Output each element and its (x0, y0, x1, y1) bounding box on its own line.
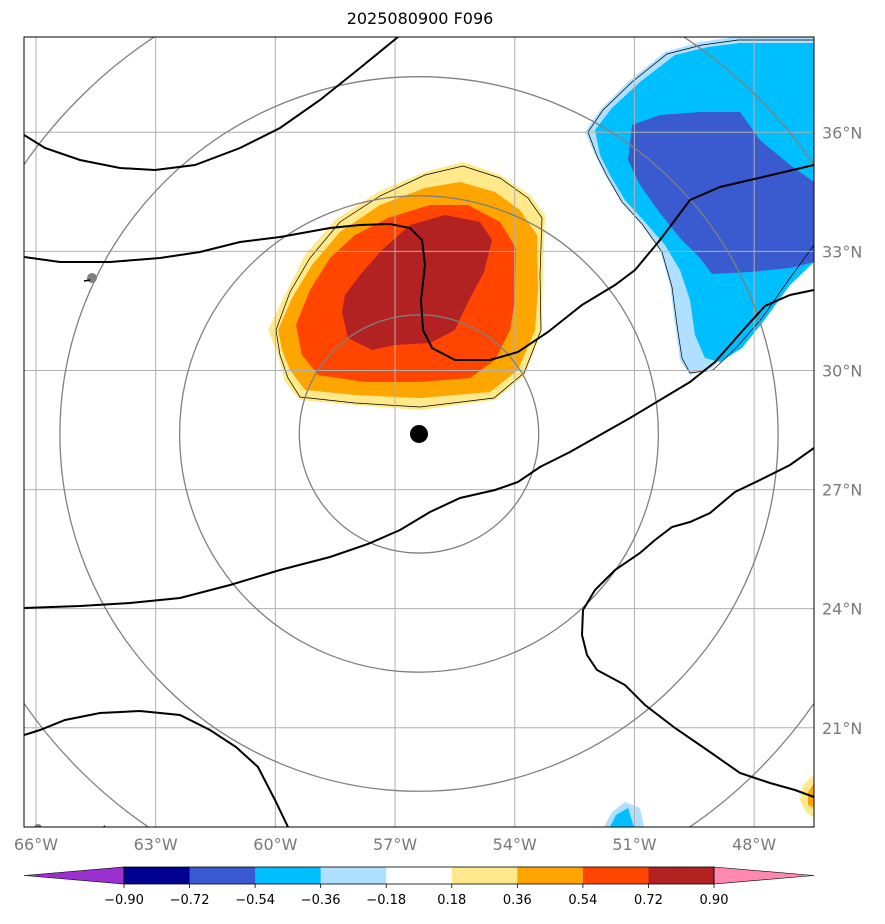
contour-lines (24, 37, 814, 827)
colorbar-level-label: −0.18 (366, 893, 406, 908)
storm-center-marker (410, 424, 428, 443)
range-ring (298, 314, 540, 554)
colorbar-extend-high (713, 866, 815, 885)
coast-mark-west (83, 279, 91, 282)
lat-tick-label: 24°N (822, 600, 862, 619)
coast-dot-southwest (34, 824, 42, 827)
anomaly-fill-plus-072 (342, 215, 492, 350)
colorbar-level-label: −0.72 (170, 893, 210, 908)
lon-tick-label: 48°W (732, 835, 776, 854)
contour-line-middle (24, 289, 814, 609)
plot-frame (23, 36, 815, 828)
colorbar-segment (255, 867, 322, 884)
colorbar-level-label: −0.54 (235, 893, 275, 908)
range-ring (59, 76, 779, 792)
contour-line-north (24, 37, 399, 172)
contour-line-upper (24, 164, 814, 361)
colorbar-segment (386, 867, 453, 884)
colorbar-segment (451, 867, 518, 884)
colorbar-extend-low (23, 866, 125, 885)
anomaly-outline-positive (275, 165, 543, 408)
lat-tick-label: 30°N (822, 361, 862, 380)
lat-tick-label: 21°N (822, 719, 862, 738)
colorbar (23, 866, 815, 888)
positive-anomaly-field (268, 162, 545, 410)
anomaly-fill-minus-054 (628, 112, 814, 274)
map-title: 2025080900 F096 (346, 9, 494, 28)
graticule (24, 37, 814, 827)
colorbar-level-label: 0.36 (503, 893, 532, 908)
colorbar-segment (320, 867, 387, 884)
latitude-labels: 36°N 33°N 30°N 27°N 24°N 21°N (822, 123, 862, 737)
colorbar-level-label: 0.18 (437, 893, 466, 908)
lat-tick-label: 36°N (822, 123, 862, 142)
colorbar-segment (189, 867, 256, 884)
anomaly-patch-south-core (610, 808, 634, 827)
lon-tick-label: 51°W (612, 835, 656, 854)
anomaly-outlines (275, 39, 814, 408)
colorbar-segment (648, 867, 715, 884)
colorbar-level-label: 0.54 (568, 893, 597, 908)
anomaly-outline-negative (587, 39, 814, 374)
lon-tick-label: 66°W (14, 835, 58, 854)
colorbar-level-label: −0.90 (104, 893, 144, 908)
anomaly-patch-se (800, 775, 814, 818)
longitude-labels: 66°W 63°W 60°W 57°W 54°W 51°W 48°W (14, 835, 777, 854)
lon-tick-label: 60°W (253, 835, 297, 854)
contour-line-southeast (580, 447, 814, 798)
colorbar-level-label: 0.72 (634, 893, 663, 908)
lon-tick-label: 63°W (134, 835, 178, 854)
colorbar-labels: −0.90 −0.72 −0.54 −0.36 −0.18 0.18 0.36 0.54 0.7… (104, 893, 728, 908)
colorbar-segment (517, 867, 584, 884)
lon-tick-label: 54°W (493, 835, 537, 854)
lat-tick-label: 27°N (822, 481, 862, 500)
negative-anomaly-field (585, 37, 814, 375)
colorbar-segment (124, 867, 191, 884)
colorbar-segment (582, 867, 649, 884)
lon-tick-label: 57°W (373, 835, 417, 854)
colorbar-level-label: 0.90 (700, 893, 729, 908)
contour-line-south (24, 709, 289, 827)
lat-tick-label: 33°N (822, 242, 862, 261)
colorbar-frame (123, 866, 715, 885)
coast-dot-west (87, 273, 97, 283)
range-ring (178, 195, 660, 673)
colorbar-level-label: −0.36 (301, 893, 341, 908)
